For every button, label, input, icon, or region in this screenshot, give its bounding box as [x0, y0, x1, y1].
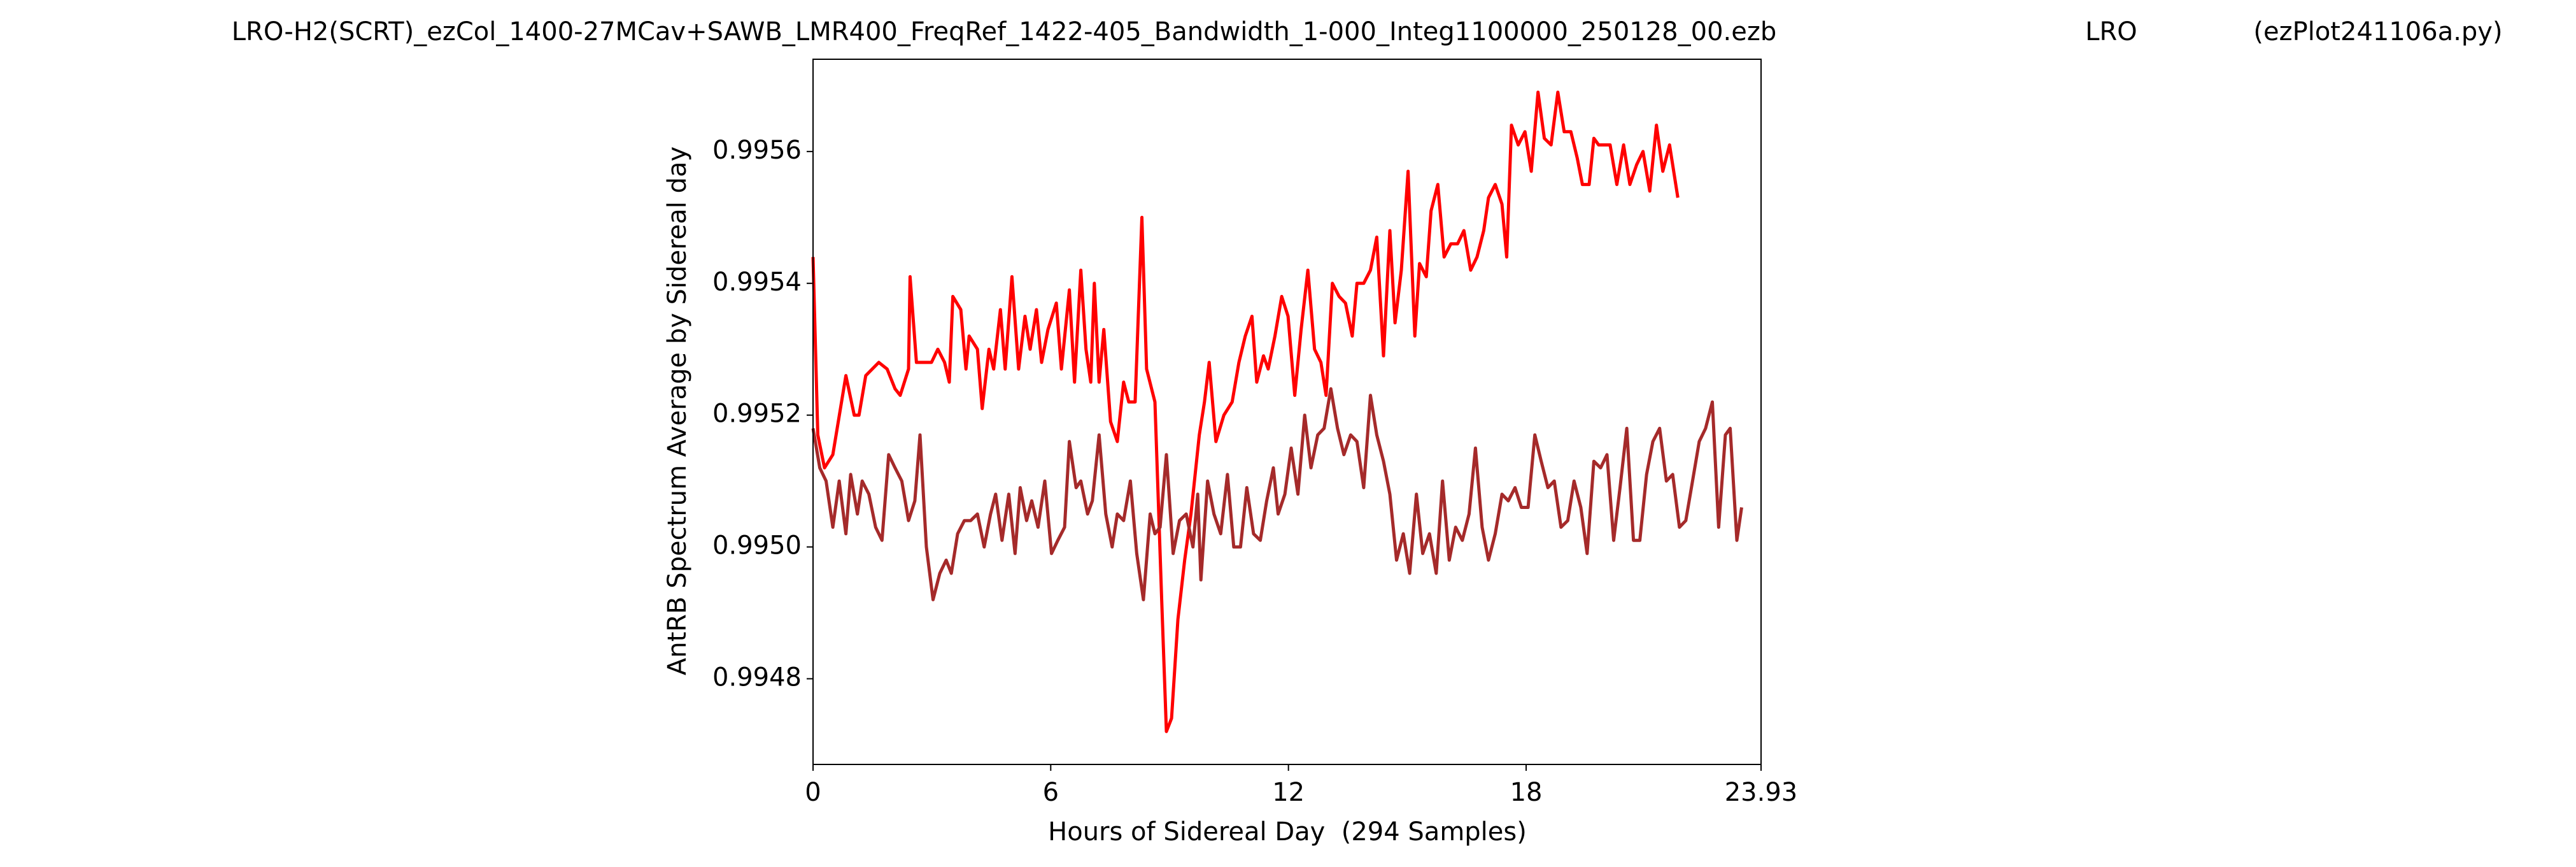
data-line — [811, 387, 1743, 601]
plot-frame — [812, 59, 1762, 765]
data-line — [811, 90, 1680, 733]
y-tick-label: 0.9948 — [712, 663, 802, 692]
x-tick-label: 12 — [1272, 778, 1305, 807]
y-tick-label: 0.9952 — [712, 399, 802, 429]
y-tick-label: 0.9950 — [712, 531, 802, 561]
x-tick-label: 23.93 — [1725, 778, 1798, 807]
x-tick-label: 18 — [1510, 778, 1543, 807]
annotation: LRO — [2085, 17, 2137, 47]
annotation: (ezPlot241106a.py) — [2253, 17, 2502, 47]
x-axis-label: Hours of Sidereal Day (294 Samples) — [1048, 817, 1527, 847]
y-tick-label: 0.9956 — [712, 136, 802, 165]
y-axis-label: AntRB Spectrum Average by Sidereal day — [663, 147, 692, 675]
x-tick-label: 0 — [805, 778, 821, 807]
y-tick-label: 0.9954 — [712, 268, 802, 297]
x-tick-label: 6 — [1043, 778, 1059, 807]
chart-title: LRO-H2(SCRT)_ezCol_1400-27MCav+SAWB_LMR4… — [232, 17, 1777, 47]
